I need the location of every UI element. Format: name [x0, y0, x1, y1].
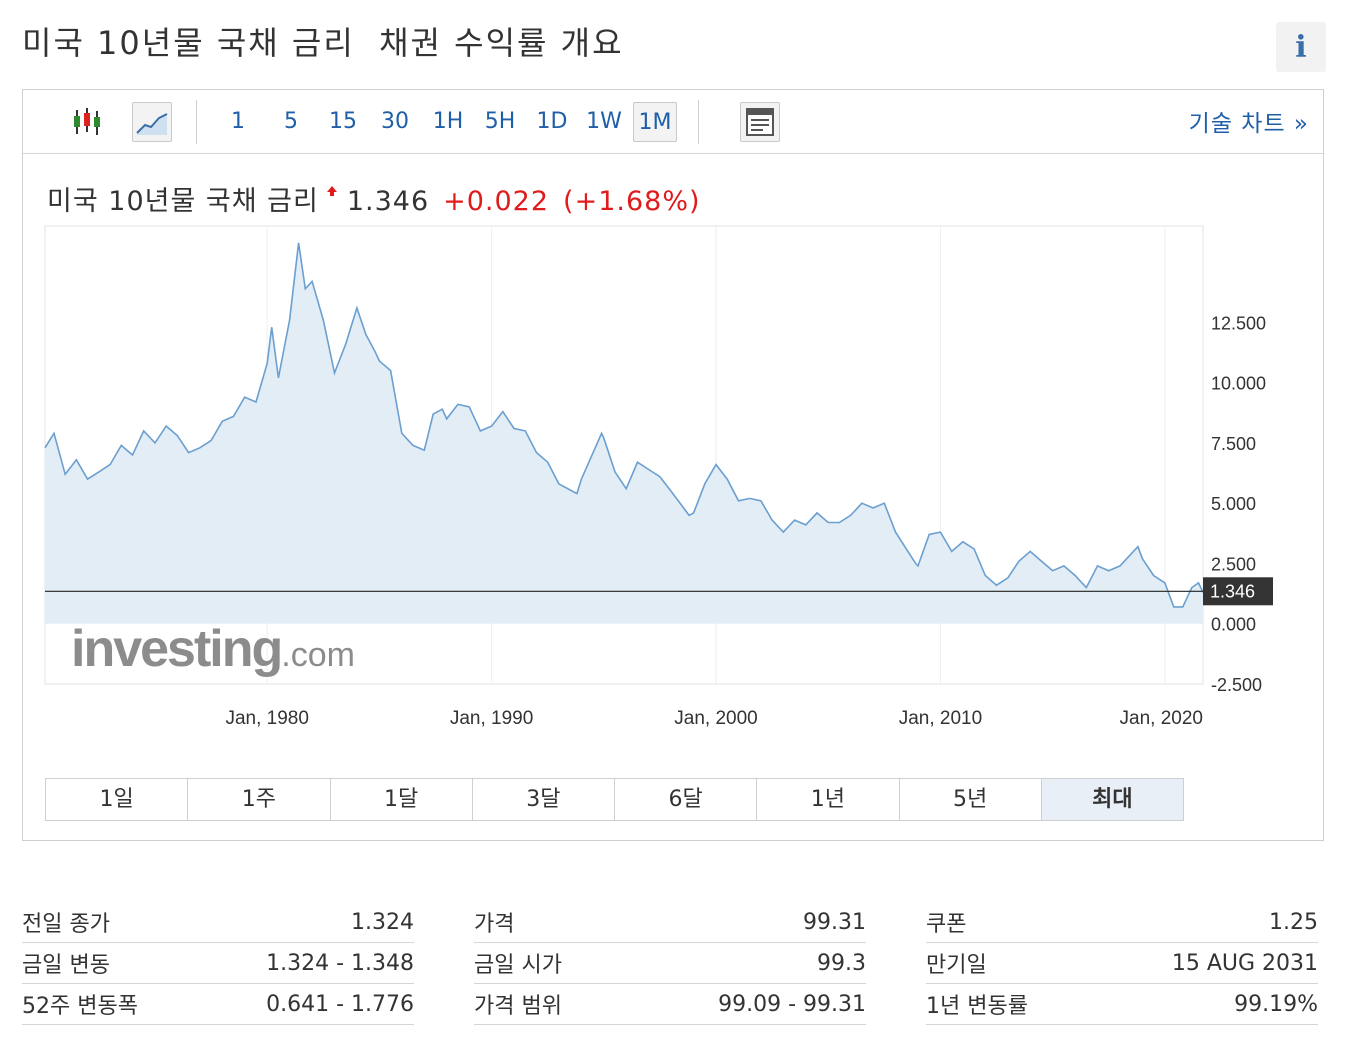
stat-label: 가격	[474, 912, 515, 937]
x-tick-label: Jan, 2010	[899, 708, 982, 729]
range-1-week[interactable]: 1주	[188, 779, 331, 820]
range-max[interactable]: 최대	[1041, 779, 1183, 820]
x-tick-label: Jan, 2000	[674, 708, 757, 729]
range-1-month[interactable]: 1달	[331, 779, 473, 820]
y-tick-label: 2.500	[1211, 554, 1256, 574]
current-value-label: 1.346	[1210, 581, 1255, 601]
stat-row: 금일 변동 1.324 - 1.348	[22, 943, 414, 984]
stat-row: 가격 범위 99.09 - 99.31	[474, 984, 866, 1025]
interval-1m[interactable]: 1M	[633, 102, 677, 142]
interval-1[interactable]: 1	[231, 109, 245, 134]
yield-area-fill	[45, 242, 1203, 624]
current-value-tag	[1203, 577, 1273, 606]
interval-1d[interactable]: 1D	[536, 109, 568, 134]
stat-value: 99.3	[817, 950, 866, 976]
y-tick-label: 0.000	[1211, 615, 1256, 635]
stat-value: 99.31	[803, 909, 866, 935]
stat-row: 전일 종가 1.324	[22, 902, 414, 943]
stat-row: 만기일 15 AUG 2031	[926, 943, 1318, 984]
interval-1h[interactable]: 1H	[432, 109, 464, 134]
stat-row: 52주 변동폭 0.641 - 1.776	[22, 984, 414, 1025]
stat-value: 15 AUG 2031	[1171, 950, 1318, 976]
stat-label: 금일 시가	[474, 953, 562, 978]
chart-toolbar: 1 5 15 30 1H 5H 1D 1W 1M 기술 차트 »	[23, 90, 1323, 154]
info-icon[interactable]: i	[1276, 22, 1326, 72]
stats-column-2: 가격 99.31 금일 시가 99.3 가격 범위 99.09 - 99.31	[474, 902, 866, 1025]
line-chart-icon[interactable]	[132, 102, 172, 142]
up-arrow-icon	[326, 172, 337, 196]
y-tick-label: -2.500	[1211, 675, 1262, 695]
interval-5[interactable]: 5	[284, 109, 298, 134]
interval-30[interactable]: 30	[381, 109, 409, 134]
stat-value: 1.25	[1269, 909, 1318, 935]
toolbar-separator	[698, 100, 699, 144]
technical-chart-link[interactable]: 기술 차트 »	[1188, 111, 1309, 137]
stat-value: 0.641 - 1.776	[266, 991, 414, 1017]
page-title: 미국 10년물 국채 금리 채권 수익률 개요	[22, 24, 624, 62]
range-1-day[interactable]: 1일	[46, 779, 189, 820]
stat-value: 99.19%	[1234, 991, 1318, 1017]
chart-panel: 1 5 15 30 1H 5H 1D 1W 1M 기술 차트 » 미국 10년물…	[22, 89, 1324, 841]
price-change: +0.022	[443, 186, 550, 217]
range-1-year[interactable]: 1년	[757, 779, 900, 820]
quote-line: 미국 10년물 국채 금리 1.346 +0.022 (+1.68%)	[47, 172, 701, 218]
stat-label: 가격 범위	[474, 994, 562, 1019]
stat-label: 쿠폰	[926, 912, 967, 937]
stats-column-3: 쿠폰 1.25 만기일 15 AUG 2031 1년 변동률 99.19%	[926, 902, 1318, 1025]
stat-row: 1년 변동률 99.19%	[926, 984, 1318, 1025]
interval-15[interactable]: 15	[329, 109, 357, 134]
stat-label: 1년 변동률	[926, 994, 1028, 1019]
x-tick-label: Jan, 1990	[450, 708, 533, 729]
range-selector: 1일 1주 1달 3달 6달 1년 5년 최대	[45, 778, 1184, 821]
stat-label: 전일 종가	[22, 912, 110, 937]
toolbar-separator	[196, 100, 197, 144]
stat-row: 가격 99.31	[474, 902, 866, 943]
stats-column-1: 전일 종가 1.324 금일 변동 1.324 - 1.348 52주 변동폭 0.6…	[22, 902, 414, 1025]
stat-label: 만기일	[926, 953, 987, 978]
interval-5h[interactable]: 5H	[484, 109, 516, 134]
y-tick-label: 12.500	[1211, 313, 1266, 333]
yield-series-line	[44, 242, 1204, 608]
stat-row: 쿠폰 1.25	[926, 902, 1318, 943]
stat-row: 금일 시가 99.3	[474, 943, 866, 984]
last-price: 1.346	[346, 186, 430, 217]
x-tick-label: Jan, 1980	[225, 708, 308, 729]
instrument-name: 미국 10년물 국채 금리	[47, 186, 319, 217]
price-change-percent: (+1.68%)	[563, 186, 701, 217]
y-tick-label: 5.000	[1211, 494, 1256, 514]
range-6-month[interactable]: 6달	[615, 779, 758, 820]
range-5-year[interactable]: 5년	[900, 779, 1042, 820]
x-tick-label: Jan, 2020	[1120, 708, 1203, 729]
stat-value: 1.324 - 1.348	[266, 950, 414, 976]
candlestick-chart-icon[interactable]	[67, 102, 107, 142]
stat-value: 1.324	[351, 909, 414, 935]
interval-1w[interactable]: 1W	[586, 109, 622, 134]
news-overlay-icon[interactable]	[740, 102, 780, 142]
y-tick-label: 7.500	[1211, 434, 1256, 454]
stat-label: 금일 변동	[22, 953, 110, 978]
stat-label: 52주 변동폭	[22, 994, 138, 1019]
yield-chart[interactable]: 1.346 12.500 10.000 7.500 5.000 2.500 0.000 -2…	[23, 90, 1325, 770]
stat-value: 99.09 - 99.31	[718, 991, 866, 1017]
range-3-month[interactable]: 3달	[473, 779, 615, 820]
y-tick-label: 10.000	[1211, 374, 1266, 394]
